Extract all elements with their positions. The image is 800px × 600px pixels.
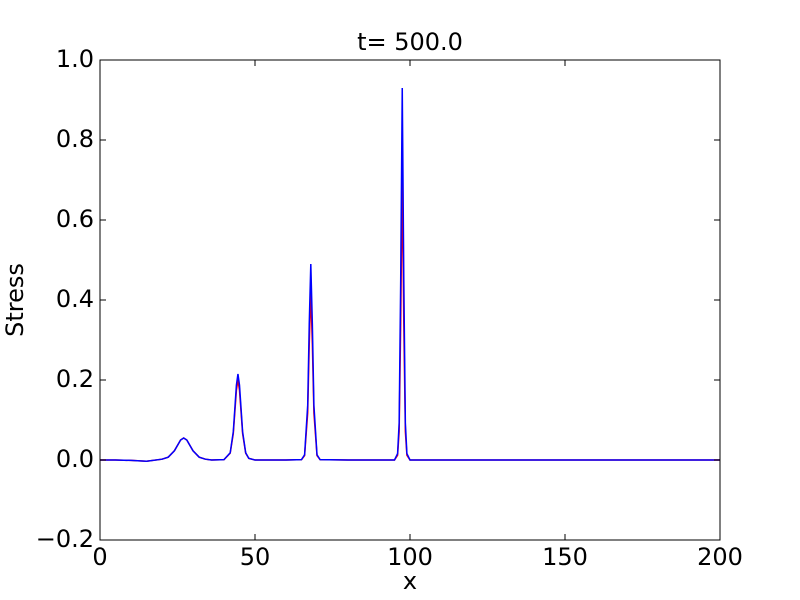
x-tick-label: 200 — [697, 543, 743, 571]
y-tick-label: 1.0 — [56, 45, 94, 73]
x-tick-label: 100 — [387, 543, 433, 571]
x-axis-label: x — [403, 567, 417, 595]
chart-title: t= 500.0 — [357, 28, 463, 56]
y-tick-label: −0.2 — [36, 525, 94, 553]
x-tick-label: 0 — [92, 543, 107, 571]
x-tick-label: 50 — [240, 543, 271, 571]
y-tick-label: 0.2 — [56, 365, 94, 393]
y-tick-label: 0.6 — [56, 205, 94, 233]
y-tick-label: 0.0 — [56, 445, 94, 473]
plot-frame — [99, 59, 721, 541]
series-line — [100, 87, 720, 462]
y-tick-label: 0.4 — [56, 285, 94, 313]
x-tick-label: 150 — [542, 543, 588, 571]
y-tick-label: 0.8 — [56, 125, 94, 153]
y-axis-label: Stress — [1, 263, 29, 337]
